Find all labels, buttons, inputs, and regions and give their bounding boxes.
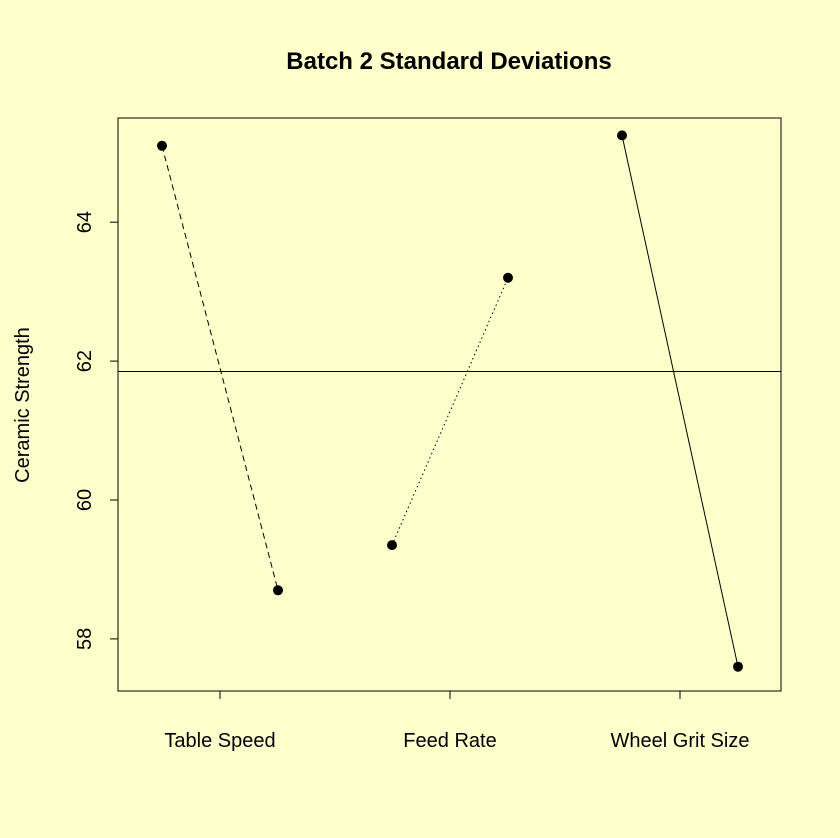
- y-tick-label-60: 60: [74, 489, 96, 511]
- data-point-3-low: [617, 130, 627, 141]
- y-tick-label-62: 62: [74, 350, 96, 372]
- y-axis-label: Ceramic Strength: [12, 327, 34, 483]
- data-point-3-high: [733, 661, 743, 672]
- series-line-2: [391, 277, 509, 546]
- x-tick-label-3: Wheel Grit Size: [611, 730, 750, 752]
- data-point-1-low: [157, 140, 167, 151]
- y-tick-label-64: 64: [74, 211, 96, 233]
- series-line-1: [161, 145, 279, 591]
- data-point-1-high: [273, 585, 283, 596]
- x-tick-label-1: Table Speed: [164, 730, 275, 752]
- chart-title: Batch 2 Standard Deviations: [286, 48, 611, 75]
- series-line-3: [621, 135, 739, 667]
- data-point-2-low: [387, 540, 397, 551]
- chart-marks: 58 60 62 64 Table Speed Feed Rate Wheel Grit S…: [74, 130, 781, 752]
- y-tick-label-58: 58: [74, 628, 96, 650]
- data-point-2-high: [503, 272, 513, 283]
- plot-frame: [117, 117, 782, 692]
- x-tick-label-2: Feed Rate: [403, 730, 496, 752]
